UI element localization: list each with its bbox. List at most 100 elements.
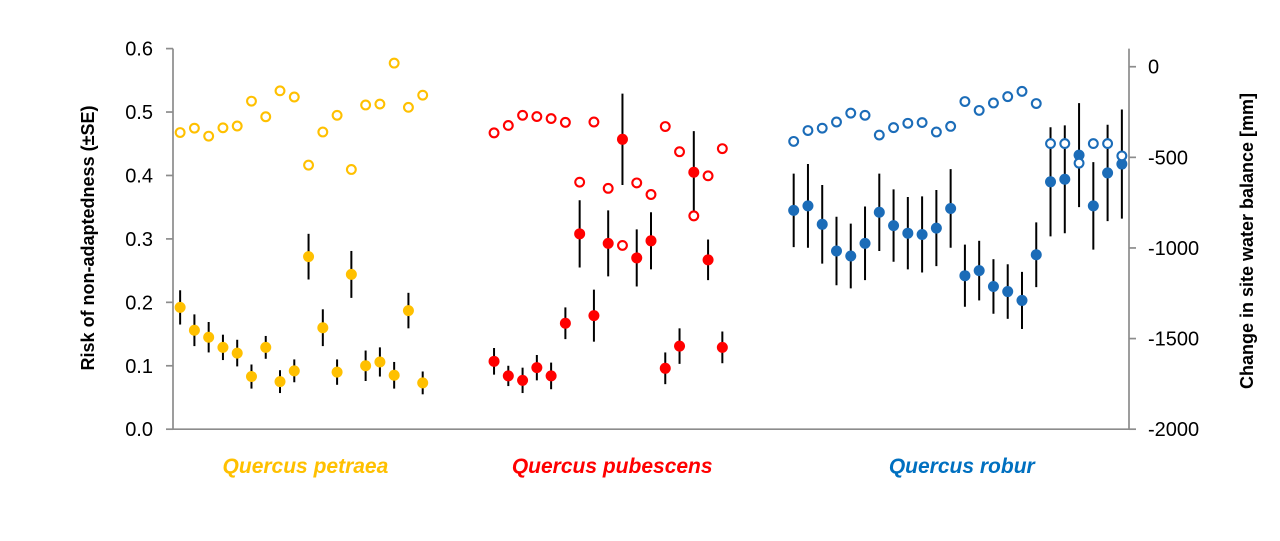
- risk-marker: [245, 371, 257, 383]
- risk-marker: [845, 250, 857, 262]
- water-balance-marker: [902, 117, 914, 129]
- right-axis-tick-label: -500: [1148, 147, 1188, 169]
- water-balance-marker: [331, 109, 343, 121]
- water-balance-marker: [488, 127, 500, 139]
- risk-marker: [345, 268, 357, 280]
- risk-marker: [559, 317, 571, 329]
- risk-marker: [1102, 167, 1114, 179]
- left-axis-tick-label: 0.5: [125, 102, 153, 124]
- left-axis-tick-label: 0.2: [125, 292, 153, 314]
- risk-marker: [973, 265, 985, 277]
- water-balance-marker: [831, 116, 842, 128]
- risk-marker: [616, 133, 628, 145]
- risk-marker: [888, 220, 900, 232]
- risk-marker: [645, 235, 657, 247]
- risk-marker: [288, 365, 300, 377]
- risk-marker: [987, 280, 999, 292]
- risk-marker: [930, 222, 942, 234]
- water-balance-marker: [888, 122, 900, 134]
- water-balance-marker: [1016, 85, 1028, 97]
- risk-marker: [331, 366, 343, 378]
- water-balance-marker: [617, 239, 628, 251]
- left-axis-tick-label: 0.1: [125, 356, 153, 378]
- risk-marker: [1002, 286, 1014, 298]
- water-balance-marker: [602, 182, 614, 194]
- risk-marker: [174, 301, 186, 313]
- water-balance-marker: [274, 85, 286, 97]
- water-balance-marker: [1102, 138, 1114, 150]
- left-axis-tick-label: 0.0: [125, 419, 153, 441]
- water-balance-marker: [1059, 138, 1071, 150]
- water-balance-marker: [588, 116, 600, 128]
- water-balance-marker: [659, 121, 671, 132]
- risk-marker: [1045, 176, 1057, 188]
- risk-marker: [631, 252, 643, 264]
- water-balance-marker: [574, 176, 586, 188]
- tick-labels-layer: 0.0 0.1 0.2 0.3 0.4 0.5 0.6 0 -500 -1000 -1500 -200…: [125, 39, 1199, 442]
- risk-marker: [574, 228, 586, 240]
- water-balance-marker: [1087, 138, 1099, 150]
- risk-marker: [674, 340, 686, 352]
- water-balance-marker: [402, 101, 414, 113]
- risk-marker: [1059, 173, 1071, 185]
- species-labels-layer: Quercus petraea Quercus pubescens Quercu…: [223, 455, 1037, 478]
- water-balance-marker: [545, 113, 557, 125]
- water-balance-marker: [674, 146, 685, 158]
- water-balance-marker: [959, 96, 971, 107]
- water-balance-marker: [388, 57, 400, 69]
- risk-marker: [688, 166, 700, 178]
- left-axis-tick-label: 0.4: [125, 165, 153, 187]
- risk-marker: [1016, 294, 1028, 306]
- water-balance-marker: [502, 119, 514, 131]
- water-balance-marker: [973, 104, 985, 116]
- right-axis-tick-label: -1500: [1148, 329, 1199, 351]
- water-balance-marker: [716, 143, 728, 155]
- water-balance-marker: [260, 111, 272, 123]
- risk-marker: [1087, 200, 1099, 212]
- water-balance-marker: [374, 98, 386, 110]
- water-balance-marker: [188, 122, 200, 134]
- risk-marker: [188, 324, 200, 336]
- water-balance-marker: [360, 99, 372, 111]
- water-balance-marker: [317, 126, 329, 138]
- right-axis-title: Change in site water balance [mm]: [1237, 93, 1257, 389]
- water-balance-marker: [916, 117, 928, 128]
- risk-marker: [702, 254, 714, 266]
- risk-marker: [1116, 158, 1128, 170]
- left-axis-tick-label: 0.6: [125, 39, 153, 61]
- risk-marker: [402, 305, 414, 317]
- water-balance-marker: [987, 97, 999, 109]
- water-balance-marker: [845, 107, 857, 119]
- water-balance-marker: [702, 170, 714, 182]
- water-balance-marker: [217, 122, 229, 134]
- risk-marker: [916, 228, 928, 240]
- risk-marker: [388, 369, 400, 381]
- risk-marker: [545, 370, 557, 382]
- risk-marker: [716, 341, 728, 353]
- risk-marker: [317, 322, 329, 334]
- water-balance-marker: [1002, 91, 1014, 103]
- right-axis-tick-label: -2000: [1148, 419, 1199, 441]
- data-series-layer: [174, 57, 1128, 395]
- water-balance-marker: [945, 120, 957, 132]
- risk-marker: [788, 204, 800, 216]
- water-balance-marker: [688, 210, 700, 222]
- right-axis-tick-label: -1000: [1148, 238, 1199, 260]
- right-axis-tick-label: 0: [1148, 57, 1159, 79]
- risk-marker: [203, 331, 215, 343]
- water-balance-marker: [1030, 98, 1042, 109]
- risk-marker: [217, 341, 229, 353]
- risk-marker: [1073, 149, 1085, 161]
- water-balance-marker: [645, 189, 657, 200]
- species-label-quercus-petraea: Quercus petraea: [223, 455, 389, 478]
- risk-marker: [859, 237, 871, 249]
- risk-marker: [531, 362, 543, 374]
- risk-marker: [902, 227, 914, 239]
- water-balance-marker: [1116, 150, 1128, 162]
- water-balance-marker: [531, 111, 543, 123]
- water-balance-marker: [816, 122, 828, 134]
- water-balance-marker: [174, 127, 186, 138]
- left-axis-title: Risk of non-adaptedness (±SE): [78, 106, 98, 371]
- water-balance-marker: [517, 109, 529, 121]
